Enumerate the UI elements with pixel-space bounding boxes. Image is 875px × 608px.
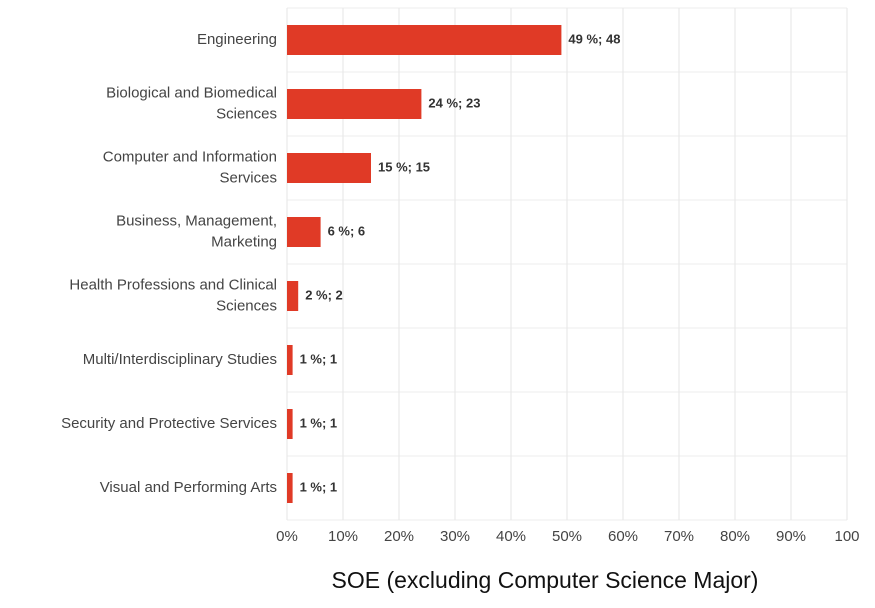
x-tick-label: 70%	[664, 528, 694, 545]
x-tick-label: 50%	[552, 528, 582, 545]
x-tick-label: 20%	[384, 528, 414, 545]
value-label: 49 %; 48	[568, 31, 620, 46]
y-tick-label-line: Sciences	[216, 105, 277, 122]
y-tick-label: Multi/Interdisciplinary Studies	[83, 351, 277, 368]
y-tick-label: Health Professions and Clinical Sciences	[69, 276, 277, 314]
y-tick-label-line: Visual and Performing Arts	[100, 479, 277, 496]
x-tick-label: 40%	[496, 528, 526, 545]
y-tick-label-line: Engineering	[197, 31, 277, 48]
x-tick-label: 90%	[776, 528, 806, 545]
bar	[287, 473, 293, 503]
value-label: 1 %; 1	[300, 479, 338, 494]
y-tick-label: Engineering	[197, 31, 277, 48]
value-label: 15 %; 15	[378, 159, 430, 174]
y-tick-label: Business, Management, Marketing	[116, 212, 277, 250]
x-tick-label: 80%	[720, 528, 750, 545]
y-tick-label-line: Services	[219, 169, 277, 186]
chart-title: SOE (excluding Computer Science Major)	[332, 567, 759, 593]
value-label: 24 %; 23	[428, 95, 480, 110]
bar	[287, 89, 422, 119]
bar	[287, 25, 562, 55]
bar	[287, 217, 321, 247]
bar	[287, 281, 299, 311]
y-tick-label-line: Health Professions and Clinical	[69, 276, 277, 293]
value-label: 6 %; 6	[328, 223, 366, 238]
x-tick-label: 60%	[608, 528, 638, 545]
y-tick-label: Security and Protective Services	[61, 415, 277, 432]
value-label: 2 %; 2	[305, 287, 343, 302]
y-tick-label: Biological and Biomedical Sciences	[106, 84, 277, 122]
y-tick-label: Visual and Performing Arts	[100, 479, 277, 496]
x-tick-label: 10%	[328, 528, 358, 545]
bar	[287, 345, 293, 375]
y-tick-label: Computer and Information Services	[103, 148, 277, 186]
y-tick-label-line: Computer and Information	[103, 148, 277, 165]
value-label: 1 %; 1	[300, 415, 338, 430]
x-tick-label: 100	[834, 528, 859, 545]
y-tick-label-line: Security and Protective Services	[61, 415, 277, 432]
y-tick-label-line: Business, Management,	[116, 212, 277, 229]
value-label: 1 %; 1	[300, 351, 338, 366]
x-tick-label: 30%	[440, 528, 470, 545]
y-tick-label-line: Marketing	[211, 233, 277, 250]
y-tick-label-line: Sciences	[216, 297, 277, 314]
y-tick-label-line: Biological and Biomedical	[106, 84, 277, 101]
x-tick-label: 0%	[276, 528, 298, 545]
bar	[287, 409, 293, 439]
y-tick-label-line: Multi/Interdisciplinary Studies	[83, 351, 277, 368]
bar	[287, 153, 371, 183]
